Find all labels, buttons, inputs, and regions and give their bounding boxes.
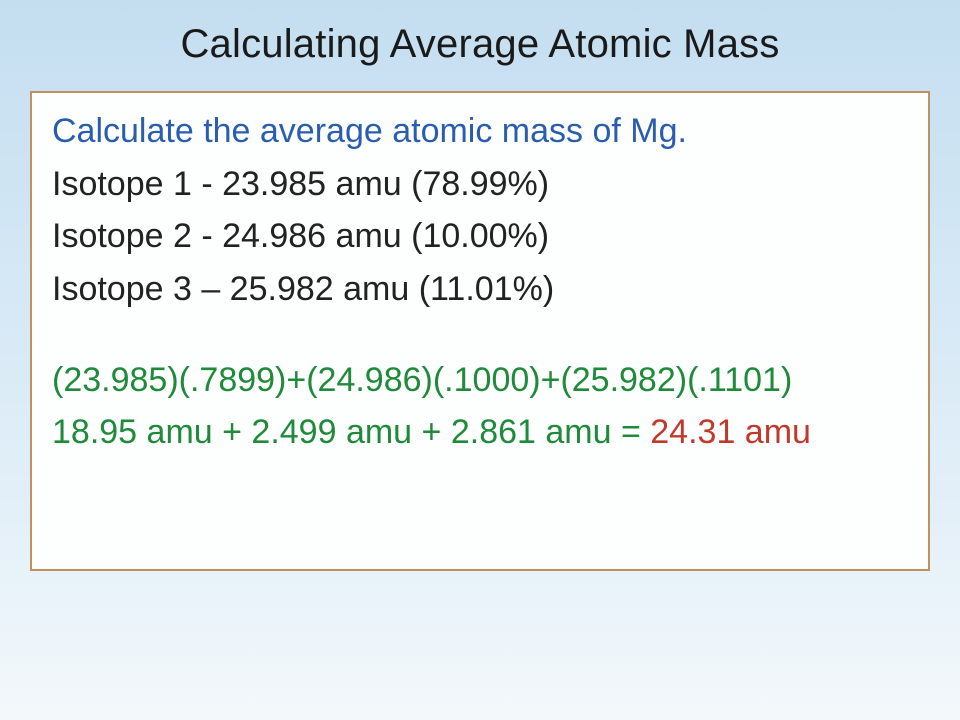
- result-line: 18.95 amu + 2.499 amu + 2.861 amu = 24.3…: [52, 406, 908, 459]
- isotope-line-2: Isotope 2 - 24.986 amu (10.00%): [52, 210, 908, 263]
- isotope-line-3: Isotope 3 – 25.982 amu (11.01%): [52, 263, 908, 316]
- partial-sum: 18.95 amu + 2.499 amu + 2.861 amu =: [52, 413, 650, 451]
- slide-title: Calculating Average Atomic Mass: [30, 22, 930, 67]
- isotope-line-1: Isotope 1 - 23.985 amu (78.99%): [52, 158, 908, 211]
- slide: Calculating Average Atomic Mass Calculat…: [0, 0, 960, 720]
- problem-prompt: Calculate the average atomic mass of Mg.: [52, 105, 908, 158]
- spacer: [52, 316, 908, 354]
- calculation-line: (23.985)(.7899)+(24.986)(.1000)+(25.982)…: [52, 354, 908, 407]
- content-box: Calculate the average atomic mass of Mg.…: [30, 91, 930, 571]
- final-answer: 24.31 amu: [650, 413, 811, 451]
